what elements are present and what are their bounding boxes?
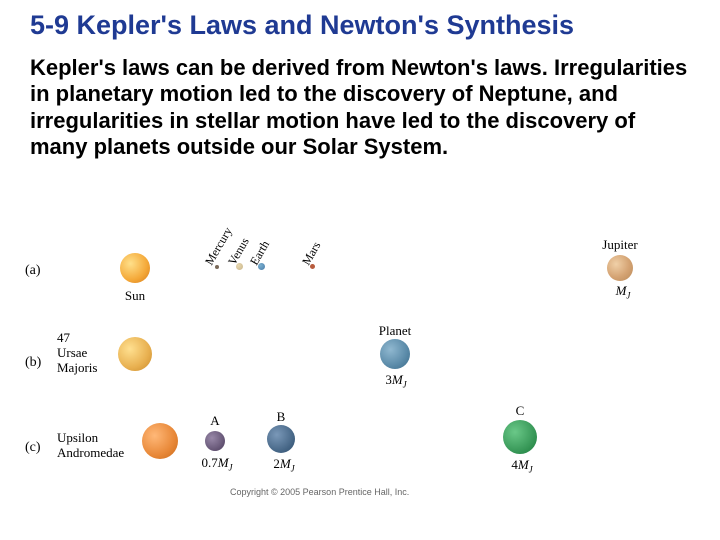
row-b-label: (b) <box>25 355 41 371</box>
planet-bb-mass: 2MJ <box>264 456 304 474</box>
planet-a-label: A <box>205 413 225 429</box>
copyright-text: Copyright © 2005 Pearson Prentice Hall, … <box>230 487 409 497</box>
earth-icon <box>258 263 265 270</box>
planet-bb-icon <box>267 425 295 453</box>
planet-b-icon <box>380 339 410 369</box>
sun-label: Sun <box>120 288 150 304</box>
star-b-icon <box>118 337 152 371</box>
row-c-label: (c) <box>25 440 41 456</box>
jupiter-label: Jupiter <box>590 237 650 253</box>
mars-icon <box>310 264 315 269</box>
row-a-label: (a) <box>25 263 41 279</box>
star-c-label2: Andromedae <box>57 445 137 461</box>
planet-b-label: Planet <box>370 323 420 339</box>
planet-bb-label: B <box>271 409 291 425</box>
jupiter-mass: MJ <box>608 283 638 301</box>
mercury-icon <box>215 265 219 269</box>
planet-cc-mass: 4MJ <box>502 457 542 475</box>
planet-cc-label: C <box>510 403 530 419</box>
slide-title: 5-9 Kepler's Laws and Newton's Synthesis <box>30 10 690 41</box>
star-c-label1: Upsilon <box>57 430 137 446</box>
planet-a-icon <box>205 431 225 451</box>
star-b-label1: 47 <box>57 330 112 346</box>
sun-icon <box>120 253 150 283</box>
slide-body: Kepler's laws can be derived from Newton… <box>30 55 690 161</box>
jupiter-icon <box>607 255 633 281</box>
star-c-icon <box>142 423 178 459</box>
planet-b-mass: 3MJ <box>376 372 416 390</box>
venus-icon <box>236 263 243 270</box>
solar-system-diagram: (a) Sun Mercury Venus Earth Mars Jupiter… <box>60 215 660 515</box>
star-b-label3: Majoris <box>57 360 112 376</box>
star-b-label2: Ursae <box>57 345 112 361</box>
planet-cc-icon <box>503 420 537 454</box>
planet-a-mass: 0.7MJ <box>195 455 239 473</box>
